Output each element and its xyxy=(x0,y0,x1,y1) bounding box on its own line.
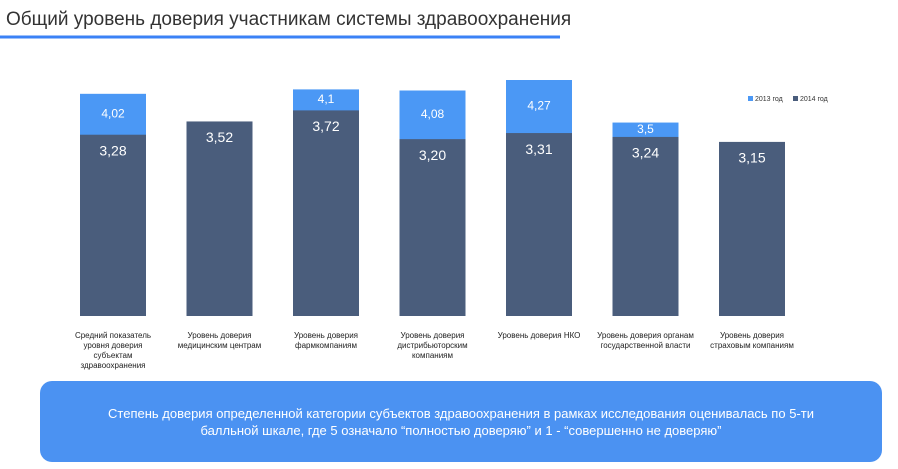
x-tick-label: Средний показатель уровня доверия субъек… xyxy=(74,331,152,370)
x-tick-label: Уровень доверия фармкомпаниям xyxy=(293,331,358,350)
x-tick-label: Уровень доверия дистрибьюторским компани… xyxy=(397,331,468,360)
value-label: 3,28 xyxy=(99,142,126,158)
value-label: 4,1 xyxy=(318,92,335,106)
value-label: 4,02 xyxy=(101,106,125,120)
value-label: 3,15 xyxy=(738,150,765,166)
value-label: 3,52 xyxy=(206,129,233,145)
x-tick-label: Уровень доверия НКО xyxy=(497,331,581,340)
value-label: 3,24 xyxy=(632,145,659,161)
value-label: 4,27 xyxy=(527,99,551,113)
legend-label: 2013 год xyxy=(755,96,783,103)
value-label: 3,5 xyxy=(637,122,654,136)
chart-title: Общий уровень доверия участникам системы… xyxy=(6,9,571,30)
value-label: 3,20 xyxy=(419,147,446,163)
note: Степень доверия определенной категории с… xyxy=(40,381,882,462)
value-label: 4,08 xyxy=(421,107,445,121)
legend-label: 2014 год xyxy=(800,96,828,103)
x-tick-label: Уровень доверия медицинским центрам xyxy=(177,331,262,350)
value-label: 3,31 xyxy=(525,141,552,157)
legend-swatch xyxy=(793,96,798,101)
x-tick-label: Уровень доверия страховым компаниям xyxy=(710,331,794,350)
bar xyxy=(719,141,785,316)
value-label: 3,72 xyxy=(312,118,339,134)
bar xyxy=(399,139,466,316)
legend-swatch xyxy=(748,96,753,101)
x-tick-label: Уровень доверия органам государственной … xyxy=(597,331,694,350)
bar xyxy=(612,136,679,316)
bar xyxy=(186,121,253,316)
bar xyxy=(506,133,572,316)
bar xyxy=(80,134,146,316)
bar xyxy=(293,110,359,316)
